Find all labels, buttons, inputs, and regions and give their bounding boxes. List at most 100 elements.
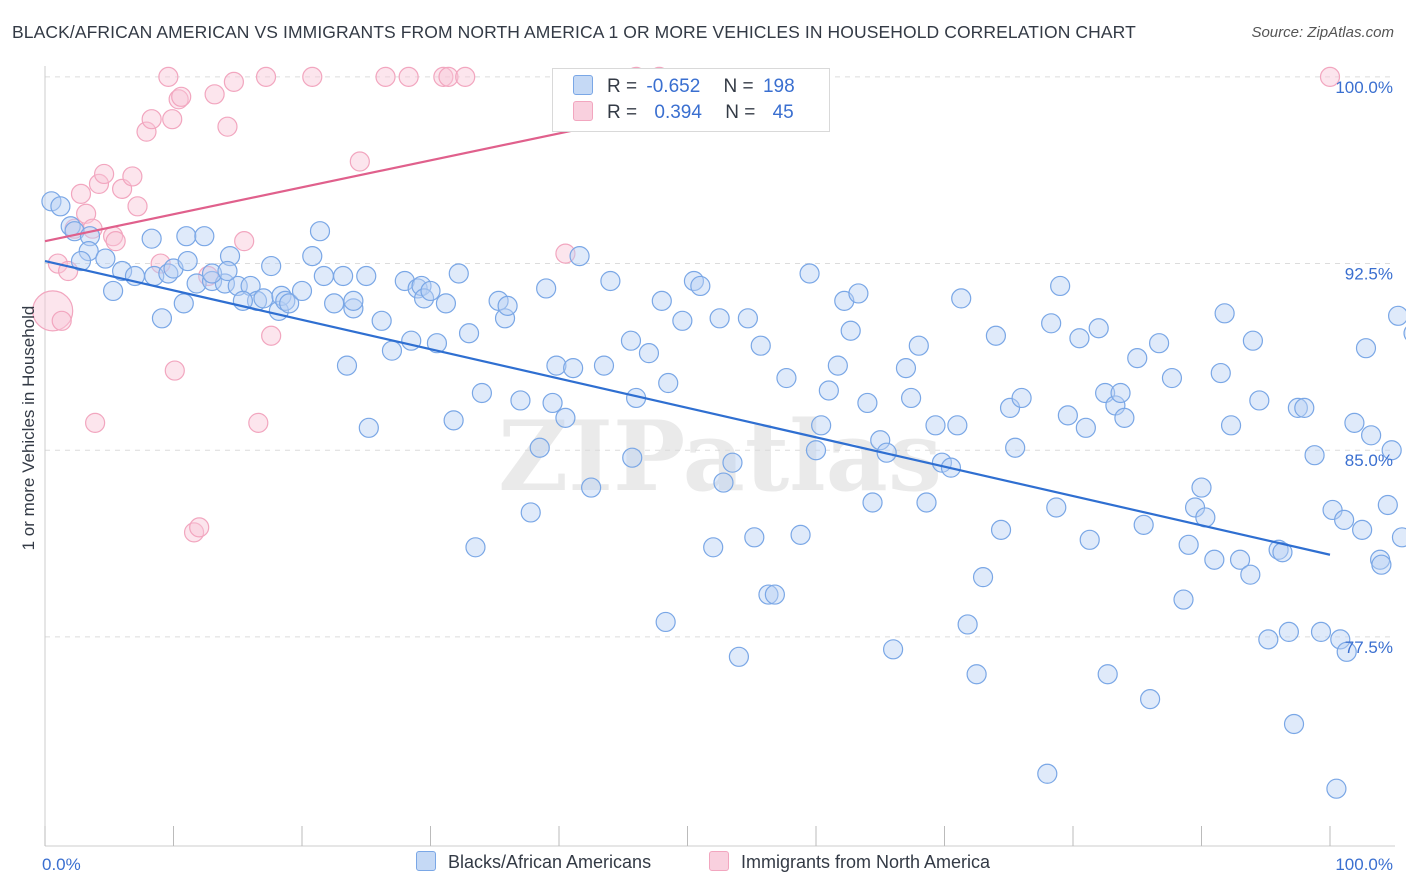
blacks-point: [542, 392, 563, 414]
immigrants-point: [223, 71, 244, 92]
immigrants-point: [255, 66, 277, 87]
immigrants-point: [302, 66, 323, 87]
y-tick-label: 85.0%: [1345, 451, 1393, 470]
blacks-point: [1310, 621, 1332, 643]
blacks-point: [336, 355, 358, 376]
blacks-point: [1355, 338, 1377, 359]
blacks-point: [1173, 589, 1194, 610]
blacks-point: [1388, 305, 1406, 326]
blacks-point: [1050, 275, 1071, 297]
blacks-point: [1079, 529, 1100, 550]
blacks-point: [536, 278, 557, 299]
blacks-point: [925, 415, 946, 436]
immigrants-point: [375, 66, 396, 87]
blacks-point: [990, 519, 1012, 540]
series-blacks-points: [41, 191, 1406, 799]
blacks-point: [358, 417, 379, 438]
immigrants-point: [150, 253, 171, 274]
y-tick-label: 92.5%: [1345, 265, 1393, 284]
blacks-point: [309, 221, 331, 242]
blacks-point: [1139, 689, 1161, 710]
blacks-point: [713, 472, 734, 493]
blacks-point: [510, 390, 531, 411]
blacks-point: [186, 273, 207, 294]
blacks-point: [95, 248, 116, 269]
blacks-point: [103, 280, 124, 302]
blacks-point: [458, 323, 480, 344]
blacks-point: [870, 430, 891, 451]
bottom-legend-swatch-blue: [416, 851, 436, 871]
blacks-point: [1278, 621, 1299, 643]
legend-swatch-pink: [573, 101, 593, 121]
blacks-point: [1037, 763, 1058, 784]
blacks-point: [343, 290, 364, 311]
blacks-point: [900, 387, 922, 409]
blacks-point: [520, 502, 541, 523]
legend-r-label: R =: [607, 102, 638, 123]
immigrants-point: [164, 360, 185, 381]
y-tick-label: 77.5%: [1345, 638, 1393, 657]
immigrants-point: [70, 183, 92, 204]
immigrants-point: [85, 412, 106, 433]
blacks-point: [219, 245, 241, 267]
blacks-point: [1242, 330, 1264, 351]
x-tick-label: 0.0%: [42, 855, 81, 874]
blacks-point: [1344, 412, 1365, 433]
blacks-point: [261, 255, 282, 277]
blacks-point: [448, 263, 469, 284]
blacks-point: [1287, 397, 1308, 419]
immigrants-point: [455, 66, 476, 87]
blacks-point: [1127, 348, 1148, 369]
blacks-point: [324, 293, 345, 314]
blacks-point: [827, 355, 848, 376]
blacks-point: [1011, 387, 1032, 409]
blacks-point: [857, 392, 878, 414]
blacks-point: [947, 415, 968, 436]
legend-n-value: 198: [762, 76, 795, 97]
blacks-point: [302, 245, 323, 267]
blacks-point: [1069, 328, 1090, 349]
blacks-point: [758, 584, 779, 605]
blacks-point: [1258, 629, 1279, 650]
immigrants-point: [122, 166, 143, 187]
blacks-point: [70, 250, 92, 272]
immigrants-point: [261, 325, 282, 346]
legend-row-immigrants: R = 0.394 N = 45: [573, 101, 794, 127]
immigrants-point: [171, 86, 192, 107]
blacks-point: [1229, 549, 1251, 570]
immigrants-point: [141, 109, 162, 130]
legend-r-label: R =: [607, 76, 638, 97]
blacks-point: [1326, 778, 1347, 799]
legend-n-label: N =: [723, 76, 754, 97]
blacks-point: [862, 492, 883, 513]
blacks-point: [1133, 514, 1154, 535]
blacks-point: [799, 263, 820, 284]
immigrants-point: [127, 196, 148, 217]
blacks-point: [407, 278, 428, 299]
blacks-point: [690, 275, 711, 297]
blacks-point: [1294, 397, 1315, 419]
blacks-point: [999, 397, 1021, 419]
blacks-point: [1322, 499, 1343, 521]
immigrants-point: [162, 109, 183, 130]
bottom-legend-blacks: Blacks/African Americans: [416, 851, 651, 873]
blacks-point: [1075, 417, 1096, 438]
correlation-legend: R = -0.652 N = 198 R = 0.394 N = 45: [552, 68, 830, 132]
immigrants-point: [248, 412, 269, 433]
blacks-point: [750, 335, 771, 356]
blacks-point: [744, 527, 765, 548]
bottom-legend-label: Immigrants from North America: [741, 852, 991, 872]
grid-lines: [45, 76, 1395, 638]
blacks-point: [1352, 519, 1373, 540]
series-immigrants-points: [32, 66, 1341, 543]
blacks-point: [776, 367, 797, 389]
blacks-point: [471, 382, 492, 404]
blacks-point: [546, 355, 567, 376]
blacks-point: [638, 343, 660, 364]
legend-r-value: -0.652: [646, 76, 701, 97]
blacks-point: [908, 335, 929, 356]
blacks-point: [494, 308, 516, 329]
blacks-point: [581, 477, 602, 498]
blacks-point: [420, 280, 441, 302]
blacks-point: [426, 333, 448, 354]
